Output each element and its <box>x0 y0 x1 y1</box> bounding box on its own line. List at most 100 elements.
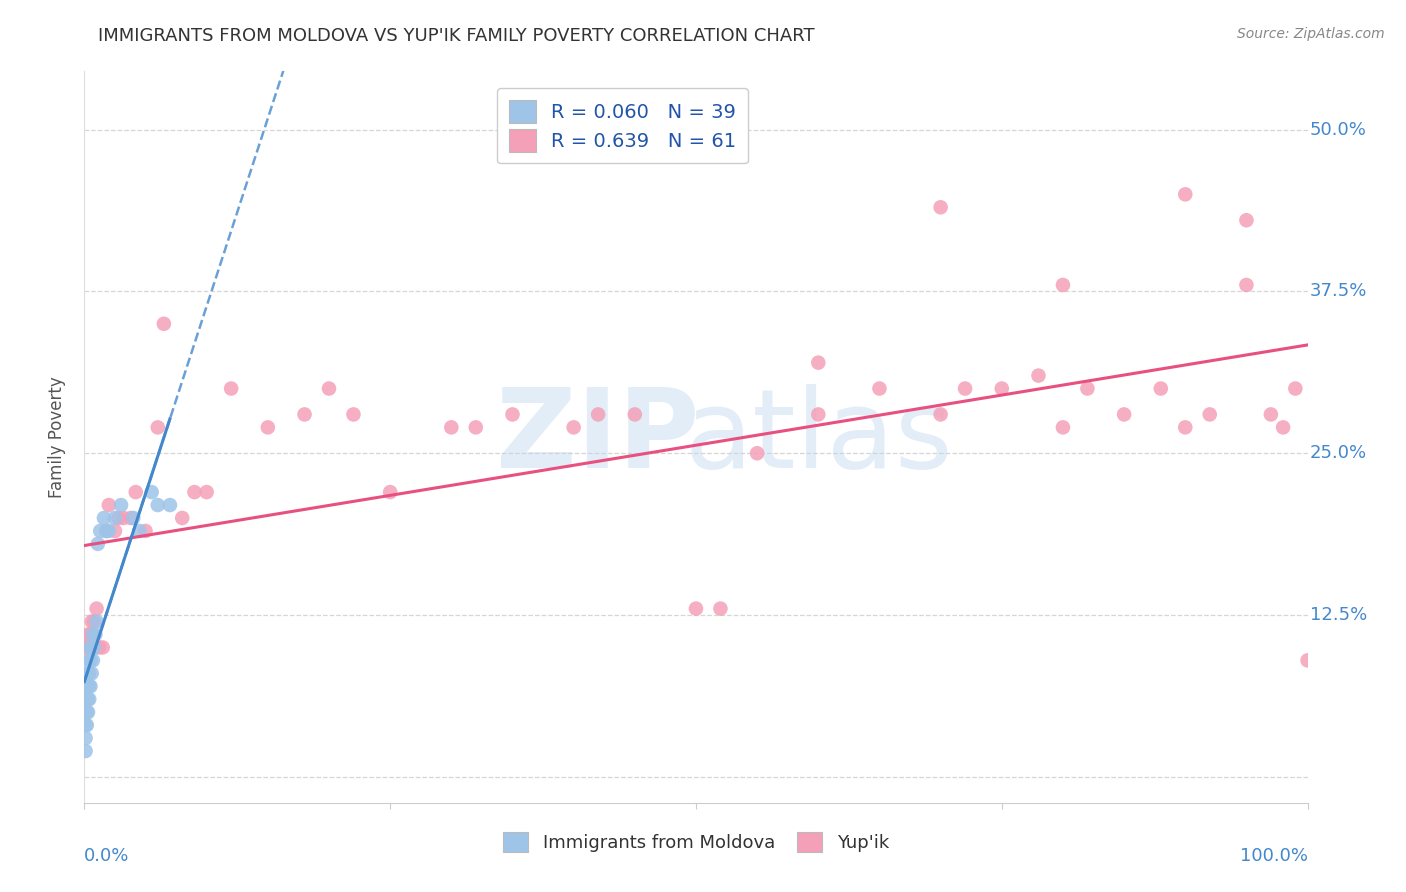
Point <box>1150 382 1173 396</box>
Point <box>318 382 340 396</box>
Point <box>104 524 127 538</box>
Text: Source: ZipAtlas.com: Source: ZipAtlas.com <box>1237 27 1385 41</box>
Point <box>128 524 150 538</box>
Point <box>1052 420 1074 434</box>
Point <box>80 615 103 629</box>
Point <box>75 640 97 655</box>
Point <box>77 666 100 681</box>
Point <box>624 408 647 422</box>
Point <box>257 420 280 434</box>
Point <box>183 485 205 500</box>
Point <box>146 498 169 512</box>
Point <box>141 485 163 500</box>
Point <box>97 498 120 512</box>
Point <box>1052 277 1074 292</box>
Point <box>1272 420 1295 434</box>
Point <box>76 640 98 655</box>
Point <box>586 408 609 422</box>
Point <box>380 485 402 500</box>
Point <box>77 692 100 706</box>
Point <box>83 640 105 655</box>
Point <box>440 420 463 434</box>
Point <box>86 601 108 615</box>
Point <box>77 679 100 693</box>
Point <box>97 524 120 538</box>
Point <box>807 356 830 370</box>
Point <box>1284 382 1306 396</box>
Point <box>89 524 111 538</box>
Text: ZIP: ZIP <box>496 384 700 491</box>
Point <box>1076 382 1098 396</box>
Point <box>146 420 169 434</box>
Point <box>195 485 218 500</box>
Text: 25.0%: 25.0% <box>1310 444 1367 462</box>
Point <box>82 627 104 641</box>
Legend: Immigrants from Moldova, Yup'ik: Immigrants from Moldova, Yup'ik <box>496 824 896 860</box>
Point <box>342 408 364 422</box>
Point <box>122 511 145 525</box>
Point <box>83 615 105 629</box>
Point <box>79 640 101 655</box>
Point <box>1114 408 1136 422</box>
Point <box>84 640 107 655</box>
Point <box>953 382 976 396</box>
Point <box>77 679 100 693</box>
Point <box>107 511 129 525</box>
Point <box>562 420 585 434</box>
Point <box>869 382 891 396</box>
Point <box>86 615 108 629</box>
Text: 12.5%: 12.5% <box>1310 606 1367 624</box>
Point <box>159 498 181 512</box>
Point <box>77 692 100 706</box>
Point <box>75 705 97 719</box>
Point <box>709 601 731 615</box>
Point <box>1236 277 1258 292</box>
Point <box>172 511 194 525</box>
Point <box>1174 187 1197 202</box>
Point <box>82 627 104 641</box>
Point <box>104 511 127 525</box>
Point <box>135 524 157 538</box>
Text: atlas: atlas <box>685 384 952 491</box>
Text: 100.0%: 100.0% <box>1240 847 1308 864</box>
Point <box>76 705 98 719</box>
Text: 0.0%: 0.0% <box>84 847 129 864</box>
Point <box>77 666 100 681</box>
Point <box>84 627 107 641</box>
Y-axis label: Family Poverty: Family Poverty <box>48 376 66 498</box>
Point <box>1260 408 1282 422</box>
Point <box>112 511 135 525</box>
Point <box>79 627 101 641</box>
Point <box>76 718 98 732</box>
Point <box>82 653 104 667</box>
Point <box>219 382 242 396</box>
Point <box>76 679 98 693</box>
Point <box>991 382 1014 396</box>
Point <box>1296 653 1319 667</box>
Text: 50.0%: 50.0% <box>1310 120 1367 138</box>
Point <box>79 679 101 693</box>
Point <box>77 705 100 719</box>
Point <box>75 718 97 732</box>
Point <box>1174 420 1197 434</box>
Text: 37.5%: 37.5% <box>1310 283 1368 301</box>
Point <box>80 666 103 681</box>
Point <box>294 408 316 422</box>
Point <box>87 537 110 551</box>
Point <box>96 524 118 538</box>
Point <box>77 640 100 655</box>
Point <box>1028 368 1050 383</box>
Point <box>125 485 148 500</box>
Point <box>1198 408 1220 422</box>
Point <box>96 524 118 538</box>
Point <box>80 640 103 655</box>
Text: IMMIGRANTS FROM MOLDOVA VS YUP'IK FAMILY POVERTY CORRELATION CHART: IMMIGRANTS FROM MOLDOVA VS YUP'IK FAMILY… <box>98 27 815 45</box>
Point <box>76 692 98 706</box>
Point <box>77 627 100 641</box>
Point <box>76 666 98 681</box>
Point <box>87 640 110 655</box>
Point <box>93 511 115 525</box>
Point <box>685 601 707 615</box>
Point <box>110 498 132 512</box>
Point <box>464 420 486 434</box>
